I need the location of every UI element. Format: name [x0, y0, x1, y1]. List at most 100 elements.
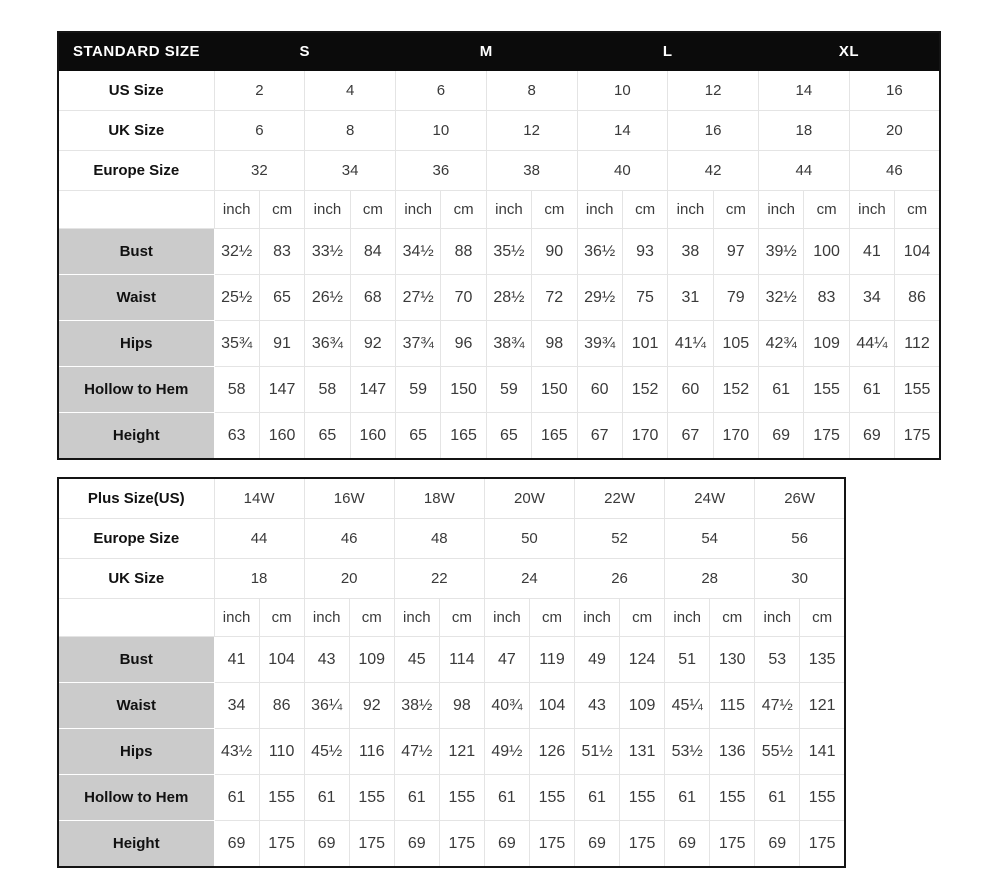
unit-cell: inch	[573, 598, 621, 637]
measurement-row: Height 63 160 65 160 65 165 65 165 67 170 67 170 69 17…	[57, 412, 941, 460]
size-cell: 12	[667, 70, 759, 111]
size-cell: 16	[848, 70, 941, 111]
unit-cell: cm	[621, 190, 669, 229]
measure-cell: 40¾	[483, 682, 530, 729]
measure-cell: 53½	[664, 728, 711, 775]
measurement-row: Hollow to Hem 61 155 61 155 61 155 61 155 61 155 61…	[57, 774, 846, 821]
size-cell: 30	[754, 558, 846, 599]
size-cell: 18	[213, 558, 305, 599]
row-label: Hips	[57, 320, 215, 367]
unit-cell: cm	[709, 598, 756, 637]
measure-cell: 61	[757, 366, 805, 413]
unit-cell: cm	[438, 598, 485, 637]
measure-cell: 39¾	[576, 320, 623, 367]
measure-cell: 105	[712, 320, 760, 367]
size-cell: 36	[395, 150, 487, 191]
measure-cell: 26½	[304, 274, 351, 321]
measure-cell: 141	[799, 728, 846, 775]
measure-cell: 160	[349, 412, 397, 460]
measure-cell: 49½	[483, 728, 530, 775]
measure-cell: 88	[440, 228, 487, 275]
row-label: Plus Size(US)	[57, 477, 215, 519]
size-cell: 6	[213, 110, 306, 151]
measure-cell: 25½	[213, 274, 260, 321]
size-conversion-row: US Size 2 4 6 8 10 12 14 16	[57, 70, 941, 111]
measure-cell: 32½	[213, 228, 260, 275]
row-label: Waist	[57, 682, 215, 729]
measure-cell: 67	[576, 412, 623, 460]
measure-cell: 109	[803, 320, 850, 367]
measure-cell: 39½	[757, 228, 805, 275]
unit-cell: cm	[619, 598, 666, 637]
size-cell: 44	[758, 150, 850, 191]
measure-cell: 115	[709, 682, 756, 729]
measure-cell: 32½	[757, 274, 805, 321]
measure-cell: 130	[709, 636, 756, 683]
measure-cell: 70	[440, 274, 487, 321]
measure-cell: 41	[848, 228, 896, 275]
measure-cell: 131	[619, 728, 666, 775]
unit-cell: cm	[528, 598, 576, 637]
measure-cell: 34½	[394, 228, 442, 275]
size-cell: 24	[483, 558, 576, 599]
plus-size-table: Plus Size(US) 14W 16W 18W 20W 22W 24W 26W Europe…	[57, 477, 846, 868]
row-label-empty	[57, 190, 215, 229]
measure-cell: 63	[213, 412, 260, 460]
size-group-xl: XL	[758, 31, 941, 71]
measure-cell: 86	[258, 682, 305, 729]
measure-cell: 45¼	[664, 682, 711, 729]
unit-cell: cm	[531, 190, 578, 229]
measure-cell: 119	[528, 636, 576, 683]
measure-cell: 60	[576, 366, 623, 413]
measure-cell: 38	[667, 228, 714, 275]
size-cell: 4	[304, 70, 396, 111]
unit-cell: cm	[348, 598, 395, 637]
measure-cell: 61	[848, 366, 896, 413]
size-cell: 32	[213, 150, 306, 191]
size-cell: 10	[395, 110, 487, 151]
size-cell: 2	[213, 70, 306, 111]
measure-cell: 96	[440, 320, 487, 367]
measure-cell: 109	[619, 682, 666, 729]
measure-cell: 58	[213, 366, 260, 413]
measure-cell: 155	[709, 774, 756, 821]
measure-cell: 155	[348, 774, 395, 821]
unit-cell: inch	[754, 598, 801, 637]
row-label: Height	[57, 412, 215, 460]
measure-cell: 65	[304, 412, 351, 460]
measure-cell: 126	[528, 728, 576, 775]
measure-cell: 93	[621, 228, 669, 275]
measure-cell: 36¼	[303, 682, 350, 729]
measure-cell: 110	[258, 728, 305, 775]
measurement-row: Hollow to Hem 58 147 58 147 59 150 59 150 60 152 60…	[57, 366, 941, 413]
measure-cell: 69	[754, 820, 801, 868]
size-cell: 18W	[393, 477, 485, 519]
measure-cell: 170	[621, 412, 669, 460]
measure-cell: 61	[754, 774, 801, 821]
measure-cell: 43	[573, 682, 621, 729]
measure-cell: 51	[664, 636, 711, 683]
measure-cell: 175	[803, 412, 850, 460]
measure-cell: 109	[348, 636, 395, 683]
measure-cell: 53	[754, 636, 801, 683]
size-cell: 10	[576, 70, 669, 111]
size-cell: 14	[576, 110, 669, 151]
measurement-row: Waist 34 86 36¼ 92 38½ 98 40¾ 104 43 109 45¼ 115 47½ 1…	[57, 682, 846, 729]
measure-cell: 60	[667, 366, 714, 413]
size-cell: 34	[304, 150, 396, 191]
measure-cell: 27½	[394, 274, 442, 321]
measure-cell: 41¼	[667, 320, 714, 367]
measure-cell: 101	[621, 320, 669, 367]
size-cell: 42	[667, 150, 759, 191]
measure-cell: 58	[304, 366, 351, 413]
measure-cell: 67	[667, 412, 714, 460]
measure-cell: 98	[438, 682, 485, 729]
unit-cell: inch	[304, 190, 351, 229]
row-label: UK Size	[57, 110, 215, 151]
size-cell: 14	[758, 70, 850, 111]
measure-cell: 155	[894, 366, 941, 413]
unit-header-row: inch cm inch cm inch cm inch cm inch cm inch cm inch…	[57, 190, 941, 229]
row-label: Bust	[57, 636, 215, 683]
measure-cell: 69	[483, 820, 530, 868]
size-cell: 24W	[664, 477, 756, 519]
